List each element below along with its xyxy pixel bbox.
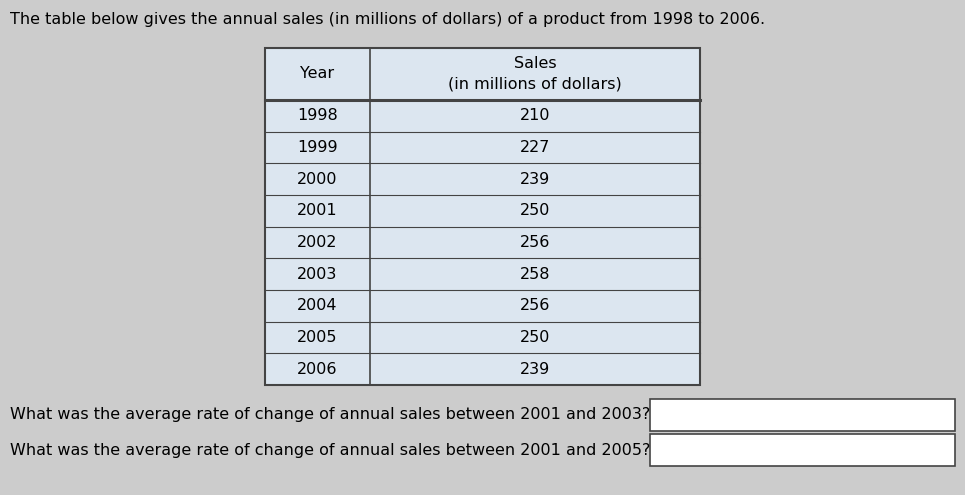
- Text: 2006: 2006: [297, 362, 338, 377]
- Text: 239: 239: [520, 172, 550, 187]
- Text: 2003: 2003: [297, 267, 338, 282]
- Text: The table below gives the annual sales (in millions of dollars) of a product fro: The table below gives the annual sales (…: [10, 12, 765, 27]
- Text: 256: 256: [520, 298, 550, 313]
- Text: 1998: 1998: [297, 108, 338, 123]
- Text: Sales: Sales: [513, 56, 556, 71]
- Text: 2004: 2004: [297, 298, 338, 313]
- Text: 227: 227: [520, 140, 550, 155]
- Text: 2001: 2001: [297, 203, 338, 218]
- Text: 210: 210: [520, 108, 550, 123]
- Text: 2005: 2005: [297, 330, 338, 345]
- Text: 258: 258: [520, 267, 550, 282]
- Text: What was the average rate of change of annual sales between 2001 and 2003?: What was the average rate of change of a…: [10, 407, 650, 423]
- Text: 2002: 2002: [297, 235, 338, 250]
- Text: 256: 256: [520, 235, 550, 250]
- Text: Year: Year: [300, 66, 335, 82]
- Text: 2000: 2000: [297, 172, 338, 187]
- Text: (in millions of dollars): (in millions of dollars): [448, 77, 621, 92]
- Text: What was the average rate of change of annual sales between 2001 and 2005?: What was the average rate of change of a…: [10, 443, 650, 457]
- Text: 239: 239: [520, 362, 550, 377]
- Text: 250: 250: [520, 203, 550, 218]
- Text: 1999: 1999: [297, 140, 338, 155]
- Text: 250: 250: [520, 330, 550, 345]
